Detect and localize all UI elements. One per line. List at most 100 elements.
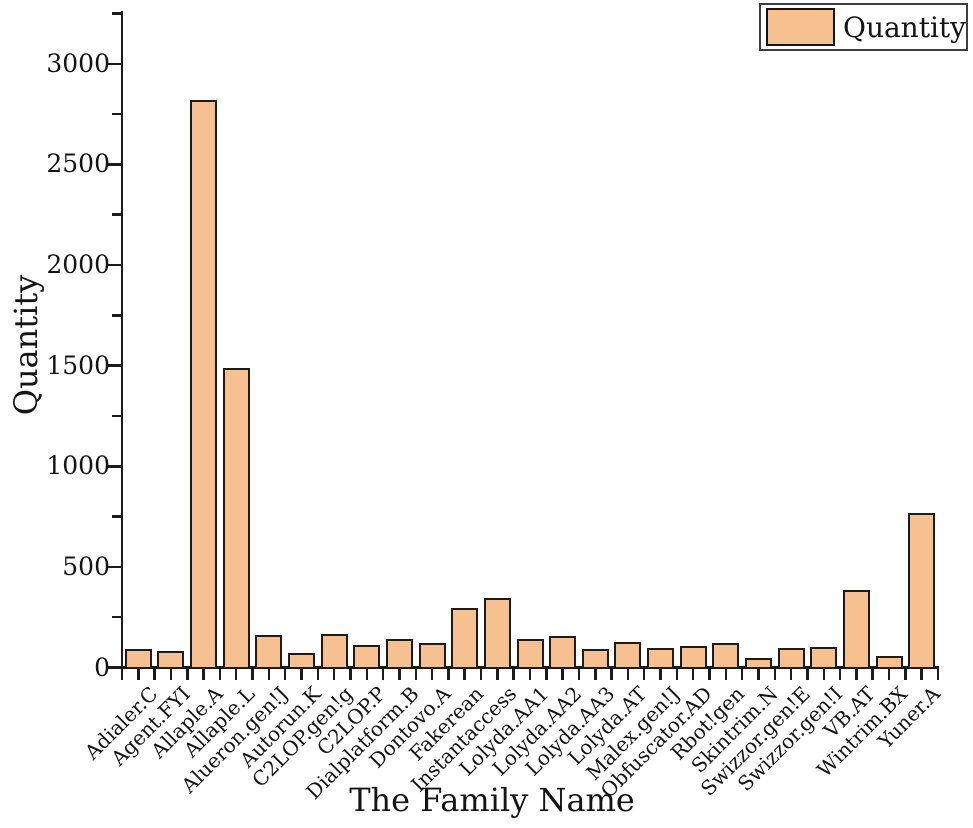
bar <box>777 647 805 670</box>
bar <box>744 657 772 670</box>
x-axis-tick <box>577 668 581 680</box>
x-axis-tick <box>659 668 662 680</box>
x-axis-tick <box>137 668 140 680</box>
x-axis-tick <box>838 668 842 680</box>
x-axis-tick <box>365 668 369 680</box>
bar <box>483 597 511 670</box>
x-axis-tick <box>545 668 548 680</box>
x-axis-tick <box>430 668 434 680</box>
bar <box>549 636 577 670</box>
x-axis-tick <box>626 668 630 680</box>
y-tick-label: 2500 <box>46 149 110 179</box>
x-axis-tick <box>724 668 728 680</box>
x-axis-tick <box>202 668 205 680</box>
x-axis-tick <box>642 668 646 680</box>
bar <box>157 650 185 670</box>
x-axis-tick <box>283 668 287 680</box>
x-axis-tick <box>316 668 320 680</box>
x-axis-tick <box>120 668 124 680</box>
x-axis-tick <box>218 668 222 680</box>
x-axis-tick <box>267 668 271 680</box>
y-axis-major-tick <box>106 364 121 367</box>
x-axis-tick <box>169 668 173 680</box>
bar <box>255 634 283 670</box>
bar <box>516 638 544 670</box>
y-axis-minor-tick <box>111 112 121 116</box>
y-tick-label: 3000 <box>46 48 110 78</box>
bar <box>353 645 381 670</box>
y-tick-label: 1000 <box>46 451 110 481</box>
y-axis-spine <box>120 11 124 669</box>
x-axis-tick <box>381 668 385 680</box>
x-axis-tick <box>757 668 760 680</box>
x-axis-tick <box>887 668 891 680</box>
x-axis-tick <box>153 668 156 680</box>
bar <box>222 368 250 670</box>
bar <box>385 639 413 670</box>
x-axis-tick <box>904 668 907 680</box>
x-axis-tick <box>479 668 483 680</box>
x-axis-tick <box>496 668 499 680</box>
bar <box>647 647 675 670</box>
legend: Quantity <box>759 3 968 51</box>
y-axis-major-tick <box>106 163 121 166</box>
x-axis-tick <box>675 668 679 680</box>
y-axis-title: Quantity <box>7 274 45 416</box>
y-axis-minor-tick <box>111 314 121 317</box>
bar <box>124 649 152 670</box>
x-axis-tick <box>251 668 254 680</box>
y-axis-minor-tick <box>111 615 121 619</box>
x-axis-tick <box>414 668 417 680</box>
bar <box>581 648 609 670</box>
y-axis-minor-tick <box>111 213 121 216</box>
x-axis-tick <box>691 668 695 680</box>
bar <box>810 647 838 670</box>
y-axis-major-tick <box>106 565 121 569</box>
x-axis-tick <box>463 668 466 680</box>
x-axis-tick <box>936 668 940 680</box>
bar <box>712 642 740 670</box>
x-axis-tick <box>561 668 564 680</box>
x-axis-tick <box>398 668 401 680</box>
y-tick-label: 500 <box>62 551 110 581</box>
y-axis-major-tick <box>106 465 121 468</box>
x-axis-tick <box>349 668 352 680</box>
y-axis-minor-tick <box>111 414 121 418</box>
bar <box>418 642 446 670</box>
x-axis-tick <box>708 668 711 680</box>
y-axis-minor-tick <box>111 515 121 518</box>
y-tick-label: 2000 <box>46 250 110 280</box>
x-axis-tick <box>186 668 189 680</box>
x-axis-tick <box>806 668 809 680</box>
bar <box>875 655 903 670</box>
x-axis-tick <box>610 668 613 680</box>
bar <box>320 633 348 670</box>
x-axis-tick <box>332 668 336 680</box>
y-axis-major-tick <box>106 263 121 267</box>
x-axis-tick <box>528 668 532 680</box>
bar <box>288 653 316 670</box>
bar <box>614 642 642 670</box>
bar <box>451 607 479 670</box>
legend-swatch <box>766 8 835 46</box>
x-axis-title: The Family Name <box>349 781 635 819</box>
x-axis-tick <box>773 668 777 680</box>
bar <box>190 99 218 670</box>
bar <box>842 590 870 670</box>
bar <box>679 645 707 670</box>
x-axis-tick <box>234 668 238 680</box>
x-axis-tick <box>594 668 597 680</box>
x-axis-tick <box>871 668 874 680</box>
x-axis-tick <box>855 668 858 680</box>
y-axis-minor-tick <box>111 12 121 15</box>
x-axis-tick <box>822 668 825 680</box>
y-axis-major-tick <box>106 666 121 669</box>
y-tick-label: 1500 <box>46 350 110 380</box>
x-axis-tick <box>300 668 303 680</box>
x-axis-tick <box>920 668 923 680</box>
x-axis-tick <box>512 668 515 680</box>
x-axis-tick <box>740 668 744 680</box>
legend-label: Quantity <box>843 10 966 44</box>
y-tick-label: 0 <box>94 652 110 682</box>
